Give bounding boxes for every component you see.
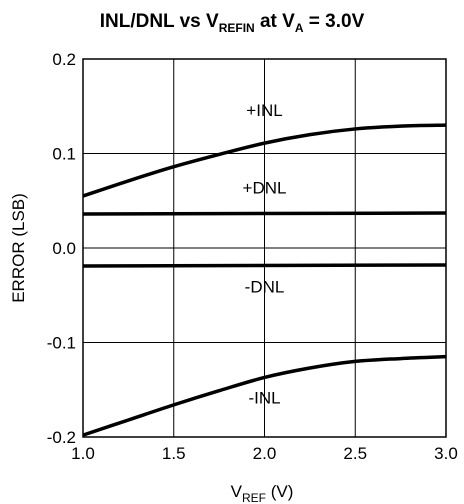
plot-frame xyxy=(82,58,447,438)
x-tick-label: 1.0 xyxy=(71,444,95,463)
y-tick-label: -0.2 xyxy=(47,428,76,447)
x-tick-label: 3.0 xyxy=(434,444,458,463)
title-sub: REFIN xyxy=(219,21,255,35)
x-axis-label-suffix: (V) xyxy=(266,482,293,501)
x-tick-label: 1.5 xyxy=(162,444,186,463)
series-label: -INL xyxy=(248,388,280,407)
x-axis-label: VREF (V) xyxy=(231,482,294,504)
y-tick-label: 0.2 xyxy=(52,50,76,69)
x-tick-label: 2.0 xyxy=(253,444,277,463)
series-line-plusminus-dnl xyxy=(82,211,447,216)
x-tick-label: 2.5 xyxy=(343,444,367,463)
title-suffix2: = 3.0V xyxy=(304,11,365,32)
series-line-minus-dnl xyxy=(82,263,447,268)
series-label: -DNL xyxy=(245,278,285,297)
series-line-plusminus-inl xyxy=(82,123,447,198)
series-line-minus-inl xyxy=(82,354,447,437)
title-main: INL/DNL vs V xyxy=(100,11,219,32)
tick-labels: 1.0 1.5 2.0 2.5 3.0 0.2 0.1 0.0 -0.1 -0.2 xyxy=(47,50,458,463)
y-tick-label: -0.1 xyxy=(47,334,76,353)
series-label: +INL xyxy=(246,101,282,120)
x-axis-label-main: V xyxy=(231,482,243,501)
series-labels: +INL +DNL -DNL -INL xyxy=(243,101,287,407)
series-label: +DNL xyxy=(243,179,287,198)
y-tick-label: 0.1 xyxy=(52,145,76,164)
title-suffix-sub: A xyxy=(295,21,304,35)
y-axis-label: ERROR (LSB) xyxy=(9,193,28,303)
chart-title: INL/DNL vs VREFIN at VA = 3.0V xyxy=(100,11,365,35)
y-tick-label: 0.0 xyxy=(52,239,76,258)
series-lines xyxy=(82,123,447,437)
title-suffix1: at V xyxy=(255,11,295,32)
x-axis-label-sub: REF xyxy=(242,491,266,504)
